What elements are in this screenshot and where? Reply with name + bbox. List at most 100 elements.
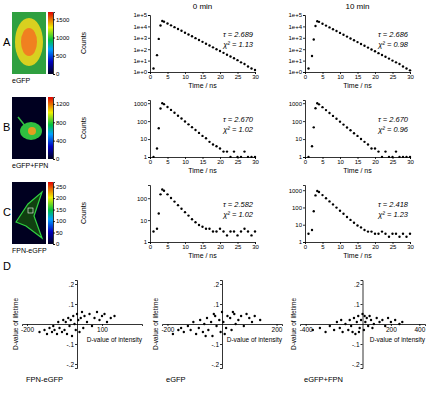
micrograph [12, 182, 46, 244]
data-point [353, 222, 355, 224]
data-points [152, 20, 256, 71]
data-point [180, 327, 182, 329]
data-point [48, 327, 50, 329]
data-point [191, 218, 193, 220]
tick: 100 [97, 324, 108, 333]
data-point [405, 236, 407, 238]
colorbar [48, 12, 53, 74]
tick: 800 [53, 120, 67, 126]
tick: 30 [407, 157, 414, 165]
tick-mark [303, 207, 305, 208]
data-point [236, 234, 238, 236]
tick-label: 0 [304, 159, 308, 165]
tick-label: 25 [390, 244, 397, 250]
cell-process [18, 117, 26, 127]
tick: 100 [292, 205, 305, 211]
data-point [356, 224, 358, 226]
tick-mark [53, 221, 55, 222]
data-point [360, 226, 362, 228]
tick: 0 [149, 72, 153, 80]
annotation: χ² = 0.96 [377, 125, 409, 134]
x-axis-title: D-value of intensity [370, 336, 426, 344]
data-point [325, 197, 327, 199]
axis: 1101001000 [134, 101, 151, 161]
tick: 1e+4 [288, 24, 305, 30]
tick: 400 [53, 138, 67, 144]
data-points [152, 188, 256, 236]
data-point [194, 221, 196, 223]
tick-label: 10 [295, 222, 302, 228]
data-point [335, 118, 337, 120]
data-point [180, 117, 182, 119]
data-point [250, 234, 252, 236]
data-point [342, 34, 344, 36]
tick-label: 10 [337, 159, 344, 165]
data-point [370, 147, 372, 149]
annotation: τ = 2.689 [223, 30, 254, 39]
data-point [243, 150, 245, 152]
tick-label: 30 [252, 244, 259, 250]
tick-label: -.1 [211, 341, 219, 348]
tick-mark [53, 56, 55, 57]
tick: -.1 [66, 341, 77, 348]
panel-label: A [3, 36, 11, 48]
data-point [43, 329, 45, 331]
y-axis-title: D-value of lifetime [12, 298, 19, 350]
axis: .2.1-.1-.2 [66, 281, 77, 369]
tick: 25 [235, 242, 242, 250]
tick-mark [148, 103, 150, 104]
data-point [254, 69, 256, 71]
data-point [177, 28, 179, 30]
tick-label: -.1 [66, 341, 74, 348]
tick: .1 [69, 301, 77, 308]
tick: 0 [53, 156, 60, 162]
tick: .1 [354, 301, 362, 308]
tick-label: 5 [321, 244, 325, 250]
data-point [387, 317, 389, 319]
tick-label: 0 [149, 74, 153, 80]
data-point [350, 325, 352, 327]
tick-label: 1e+4 [133, 24, 147, 30]
data-point [346, 126, 348, 128]
data-point [332, 115, 334, 117]
data-point [333, 329, 335, 331]
tick-mark [148, 26, 150, 27]
tick: 150 [53, 207, 67, 213]
data-point [229, 230, 231, 232]
data-point [98, 319, 100, 321]
data-point [346, 35, 348, 37]
axis: -200100 [21, 324, 143, 333]
tick-label: 1 [144, 239, 148, 245]
data-point [347, 329, 349, 331]
data-point [208, 44, 210, 46]
tick-label: 1000 [56, 35, 70, 41]
cell-core [21, 28, 37, 56]
tick-mark [148, 220, 150, 221]
tick-label: .1 [214, 301, 220, 308]
tick-label: 20 [372, 159, 379, 165]
axis-line [54, 13, 56, 75]
data-point [377, 233, 379, 235]
data-point [202, 331, 204, 333]
tick-label: -.2 [352, 361, 360, 368]
tick-label: 0 [56, 71, 60, 77]
data-point [354, 333, 356, 335]
tick: 0 [304, 72, 308, 80]
data-point [370, 230, 372, 232]
annotation: τ = 2.686 [378, 30, 409, 39]
data-point [205, 228, 207, 230]
tick-label: 200 [56, 195, 67, 201]
tick: 20 [372, 242, 379, 250]
tick: 1e+3 [133, 35, 150, 41]
tick-mark [75, 304, 77, 305]
tick: 0 [53, 241, 60, 247]
x-axis-title: Time / ns [343, 252, 372, 259]
data-point [156, 147, 158, 149]
tick-label: 0 [304, 74, 308, 80]
data-point [199, 319, 201, 321]
annotation: τ = 2.418 [378, 200, 409, 209]
data-point [51, 331, 53, 333]
annotation: χ² = 1.23 [377, 210, 409, 219]
axis: 051015202530 [304, 242, 415, 250]
tick-label: 15 [200, 244, 207, 250]
